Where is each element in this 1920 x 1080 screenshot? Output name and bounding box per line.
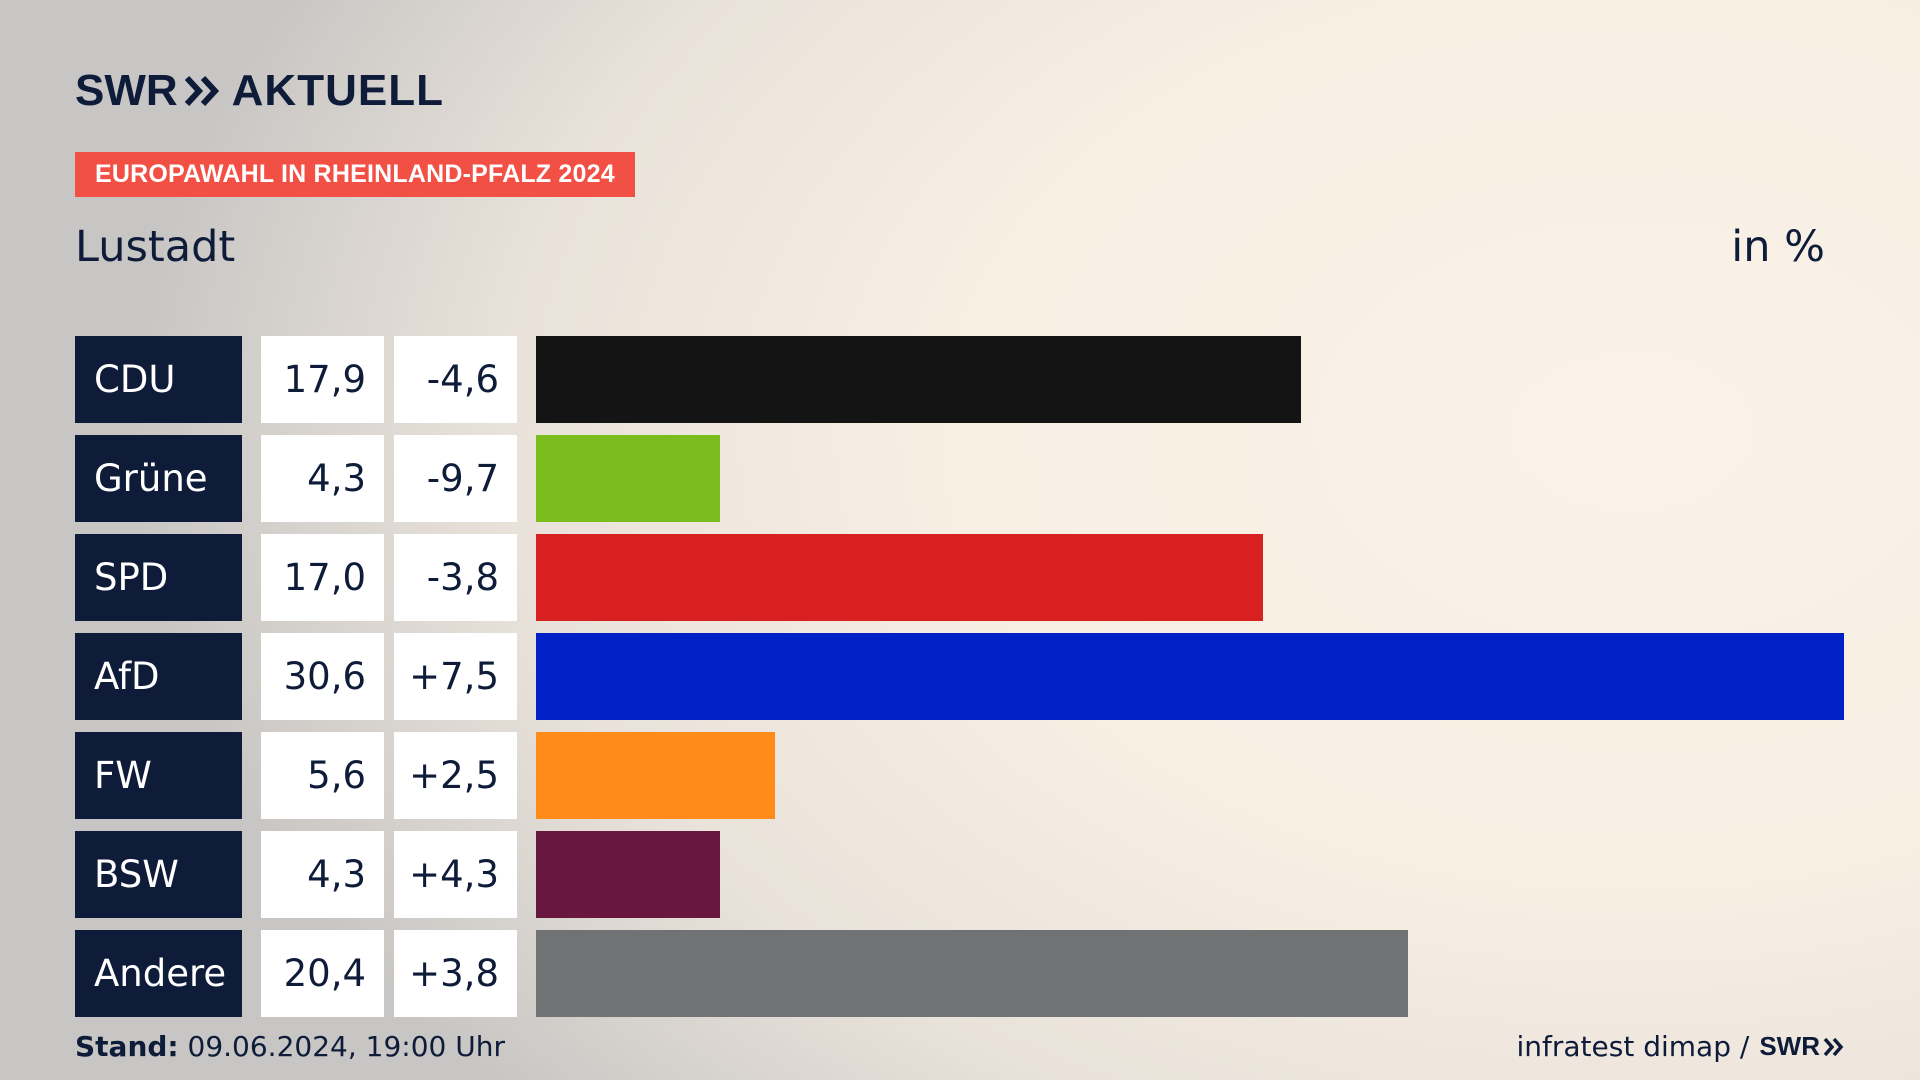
- result-bar: [536, 336, 1301, 423]
- party-label: SPD: [75, 534, 242, 621]
- result-bar: [536, 930, 1408, 1017]
- party-label: FW: [75, 732, 242, 819]
- vote-share-value: 30,6: [261, 633, 384, 720]
- swr-wordmark: SWR: [75, 66, 178, 115]
- vote-share-value: 4,3: [261, 435, 384, 522]
- change-value: +3,8: [394, 930, 517, 1017]
- result-bar: [536, 435, 720, 522]
- result-bar: [536, 633, 1844, 720]
- result-bar: [536, 534, 1263, 621]
- change-value: +2,5: [394, 732, 517, 819]
- party-label: Andere: [75, 930, 242, 1017]
- party-label: AfD: [75, 633, 242, 720]
- party-label: Grüne: [75, 435, 242, 522]
- vote-share-value: 5,6: [261, 732, 384, 819]
- result-bar: [536, 732, 775, 819]
- change-value: +7,5: [394, 633, 517, 720]
- change-value: -9,7: [394, 435, 517, 522]
- double-chevron-icon: [184, 75, 222, 107]
- change-value: +4,3: [394, 831, 517, 918]
- timestamp: Stand: 09.06.2024, 19:00 Uhr: [75, 1030, 505, 1063]
- vote-share-value: 20,4: [261, 930, 384, 1017]
- unit-label: in %: [1731, 222, 1825, 272]
- aktuell-wordmark: AKTUELL: [231, 66, 444, 115]
- vote-share-value: 17,9: [261, 336, 384, 423]
- change-value: -4,6: [394, 336, 517, 423]
- stand-label: Stand:: [75, 1030, 179, 1063]
- party-label: BSW: [75, 831, 242, 918]
- change-value: -3,8: [394, 534, 517, 621]
- small-double-chevron-icon: [1823, 1037, 1844, 1056]
- election-tag: EUROPAWAHL IN RHEINLAND-PFALZ 2024: [75, 152, 635, 197]
- swr-aktuell-logo: SWR AKTUELL: [75, 66, 444, 116]
- vote-share-value: 17,0: [261, 534, 384, 621]
- region-title: Lustadt: [75, 222, 236, 272]
- source-credit: infratest dimap / SWR: [1517, 1030, 1846, 1063]
- stand-value: 09.06.2024, 19:00 Uhr: [178, 1030, 505, 1063]
- swr-small-wordmark: SWR: [1759, 1031, 1820, 1061]
- vote-share-value: 4,3: [261, 831, 384, 918]
- source-label: infratest dimap /: [1516, 1030, 1750, 1063]
- result-bar: [536, 831, 720, 918]
- party-label: CDU: [75, 336, 242, 423]
- swr-small-logo: SWR: [1759, 1031, 1845, 1062]
